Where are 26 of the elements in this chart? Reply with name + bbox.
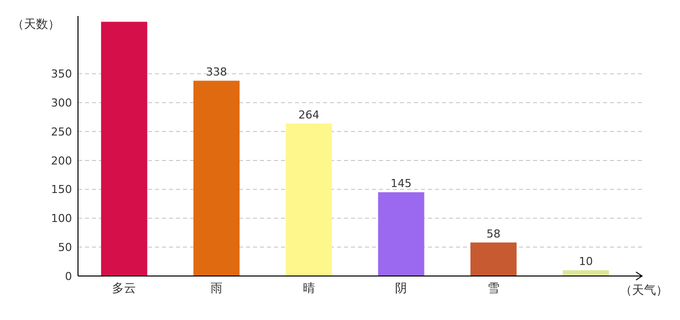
- x-tick-label: 多云: [112, 281, 136, 295]
- data-label: 264: [298, 108, 320, 122]
- y-tick-label: 350: [51, 68, 72, 81]
- y-tick-label: 50: [58, 240, 72, 254]
- data-label: 145: [390, 177, 412, 190]
- y-tick-label: 300: [51, 96, 72, 110]
- bar: [286, 123, 332, 276]
- y-axis-title: （天数）: [12, 17, 60, 31]
- bar: [562, 270, 609, 276]
- y-tick-label: 150: [51, 183, 72, 196]
- y-tick-label: 0: [65, 270, 72, 283]
- bar: [101, 22, 148, 276]
- data-label: 338: [206, 66, 227, 79]
- y-tick-label: 200: [51, 154, 72, 168]
- y-tick-label: 100: [51, 212, 72, 226]
- x-tick-label: 雪: [488, 281, 500, 295]
- bar: [470, 242, 517, 276]
- bar: [193, 80, 240, 276]
- x-tick-label: 阴: [395, 281, 408, 295]
- bar: [378, 192, 424, 276]
- data-label: 10: [578, 255, 593, 268]
- data-label: 58: [486, 227, 500, 240]
- x-tick-label: 雨: [210, 281, 222, 295]
- x-tick-label: 晴: [302, 281, 315, 295]
- x-axis-title: （天气）: [620, 283, 668, 297]
- y-tick-label: 250: [51, 125, 72, 138]
